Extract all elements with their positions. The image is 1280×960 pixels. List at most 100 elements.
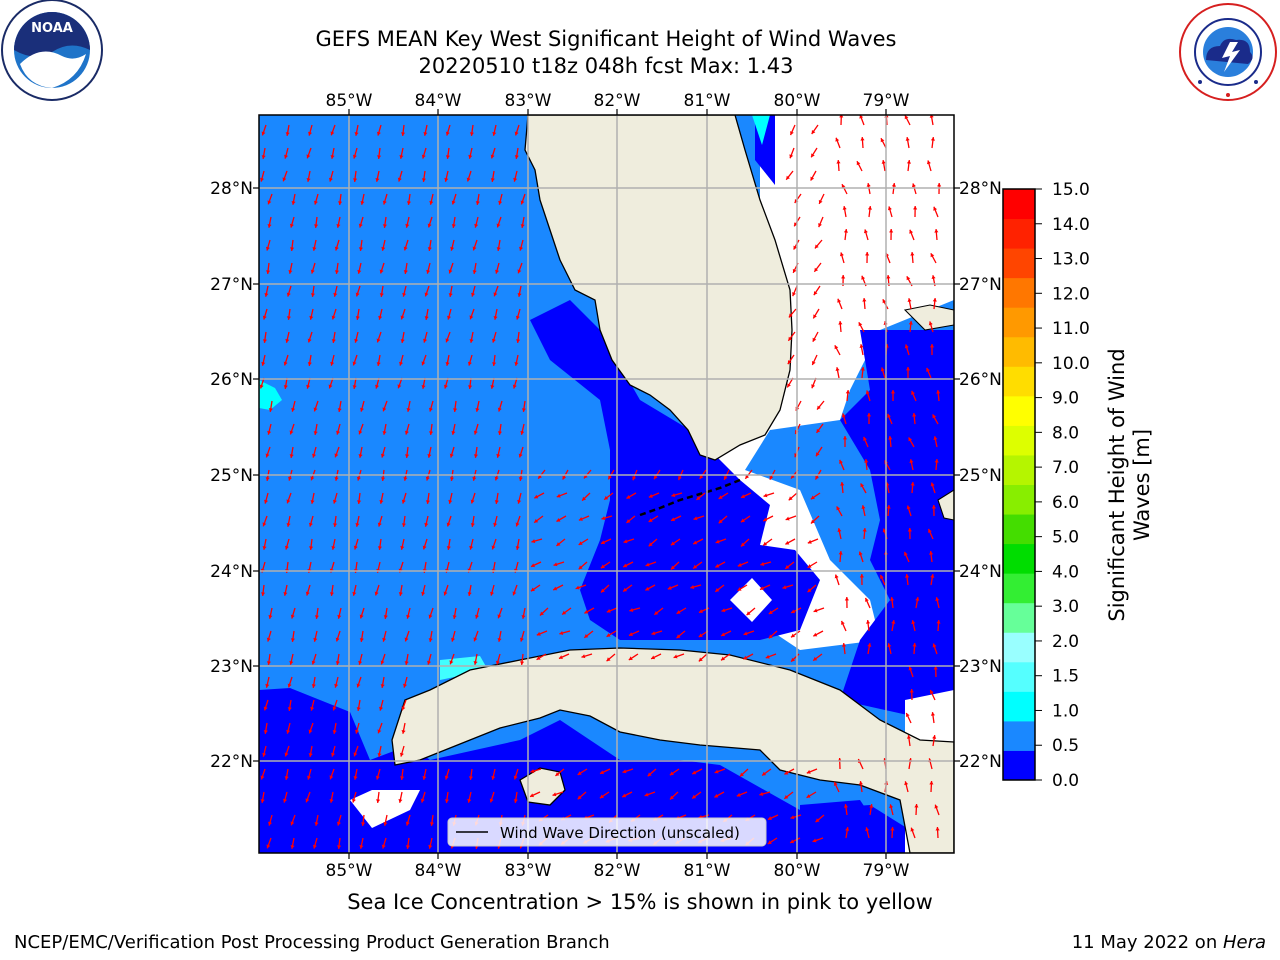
wind-wave-arrowhead [869, 804, 874, 808]
colorbar-label: Significant Height of Wind Waves [m] [1105, 348, 1154, 621]
colorbar-band [1003, 602, 1035, 633]
colorbar-band [1003, 425, 1035, 456]
latitude-labels-left: 28°N 27°N 26°N 25°N 24°N 23°N 22°N [210, 179, 253, 772]
wind-wave-arrowhead [763, 517, 768, 522]
wind-wave-arrowhead [421, 178, 426, 182]
wind-wave-arrowhead [556, 542, 561, 546]
gridlines [259, 115, 954, 853]
wind-wave-arrowhead [931, 505, 936, 509]
wind-wave-arrowhead [496, 223, 501, 228]
wind-wave-arrowhead [374, 591, 379, 596]
wind-wave-arrowhead [718, 519, 723, 524]
colorbar-band [1003, 750, 1035, 781]
wind-wave-arrowhead [291, 407, 296, 412]
wind-wave-arrowhead [469, 545, 474, 550]
wind-wave-arrowhead [858, 322, 863, 327]
colorbar-tick-label: 8.0 [1052, 423, 1079, 443]
lon-label: 83°W [505, 861, 552, 881]
wind-wave-arrowhead [424, 316, 429, 320]
colorbar-tick-label: 2.0 [1052, 632, 1079, 652]
wind-wave-arrowhead [517, 293, 522, 297]
wind-wave-arrowhead [424, 522, 429, 527]
wind-wave-arrowhead [932, 735, 937, 739]
wind-wave-arrowhead [376, 799, 381, 803]
wind-wave-arrowhead [906, 276, 911, 281]
wind-wave-arrowhead [261, 361, 266, 366]
wind-wave-arrowhead [520, 661, 525, 665]
wind-wave-arrowhead [737, 587, 742, 591]
wind-wave-arrowhead [466, 177, 471, 182]
wind-wave-arrowhead [401, 523, 406, 527]
wind-wave-arrowhead [468, 154, 473, 159]
lat-label: 25°N [959, 466, 1002, 486]
wind-wave-arrowhead [453, 408, 458, 412]
wind-wave-arrowhead [845, 390, 850, 394]
wind-wave-arrowhead [290, 845, 295, 849]
wind-wave-arrowhead [785, 516, 790, 521]
wind-wave-arrowhead [495, 269, 500, 274]
wind-wave-arrowhead [443, 384, 448, 389]
wind-wave-arrowhead [267, 430, 272, 435]
wind-wave-arrowhead [513, 775, 518, 780]
wind-wave-arrowhead [288, 269, 293, 274]
wind-wave-arrowhead [843, 229, 848, 233]
sea-ice-note: Sea Ice Concentration > 15% is shown in … [347, 890, 933, 914]
wind-wave-arrowhead [905, 713, 910, 718]
wind-wave-arrowhead [335, 637, 340, 642]
wind-wave-arrowhead [743, 655, 748, 660]
wind-wave-arrowhead [720, 656, 725, 661]
wind-wave-arrowhead [490, 154, 495, 159]
wind-wave-arrowhead [926, 367, 930, 372]
lon-label: 79°W [863, 91, 910, 111]
wind-wave-arrowhead [261, 592, 266, 596]
wind-wave-arrowhead [422, 545, 427, 550]
colorbar-band [1003, 454, 1035, 485]
wind-wave-arrowhead [626, 495, 631, 499]
wind-wave-arrowhead [645, 562, 650, 567]
wind-wave-arrowhead [926, 160, 931, 165]
wind-wave-arrowhead [859, 344, 864, 348]
wind-wave-arrowhead [313, 637, 318, 642]
wind-wave-arrowhead [841, 275, 846, 279]
wind-wave-arrowhead [421, 385, 426, 389]
wind-wave-arrowhead [475, 407, 480, 412]
wind-wave-arrowhead [473, 661, 478, 665]
wind-wave-arrowhead [429, 200, 434, 205]
lat-label: 24°N [959, 562, 1002, 582]
wind-wave-arrowhead [786, 175, 790, 180]
wind-wave-arrowhead [840, 482, 845, 486]
wind-wave-arrowhead [743, 631, 748, 636]
wind-wave-arrowhead [260, 177, 265, 182]
wind-wave-arrowhead [584, 609, 589, 614]
wind-wave-arrowhead [305, 798, 310, 803]
wind-wave-arrowhead [474, 223, 479, 228]
wind-wave-arrowhead [863, 436, 867, 441]
wind-wave-arrowhead [337, 408, 342, 412]
wind-wave-arrowhead [860, 137, 865, 141]
wind-wave-arrowhead [375, 177, 380, 182]
colorbar-tick-label: 0.5 [1052, 736, 1079, 756]
lat-label: 28°N [959, 179, 1002, 199]
wind-wave-arrowhead [361, 822, 366, 826]
wind-wave-arrowhead [813, 314, 817, 319]
wind-wave-arrowhead [446, 546, 451, 550]
wind-wave-arrowhead [928, 528, 932, 533]
wind-wave-arrowhead [784, 795, 789, 799]
wind-wave-arrowhead [629, 607, 634, 612]
wind-wave-arrowhead [337, 845, 342, 849]
wind-wave-arrowhead [336, 430, 341, 435]
wind-wave-arrowhead [493, 316, 498, 320]
wind-wave-arrowhead [788, 336, 793, 341]
wind-wave-arrowhead [933, 206, 938, 211]
wind-wave-arrowhead [699, 475, 704, 480]
colorbar-band [1003, 248, 1035, 279]
wind-wave-arrowhead [736, 792, 741, 797]
wind-wave-arrowhead [908, 666, 913, 671]
wind-wave-arrowhead [331, 752, 336, 757]
wind-wave-arrowhead [693, 564, 698, 569]
wind-wave-arrowhead [912, 643, 917, 647]
wind-wave-arrowhead [309, 546, 314, 550]
wind-wave-arrowhead [932, 298, 937, 302]
colorbar-tick-label: 1.0 [1052, 701, 1079, 721]
lon-label: 85°W [326, 861, 373, 881]
